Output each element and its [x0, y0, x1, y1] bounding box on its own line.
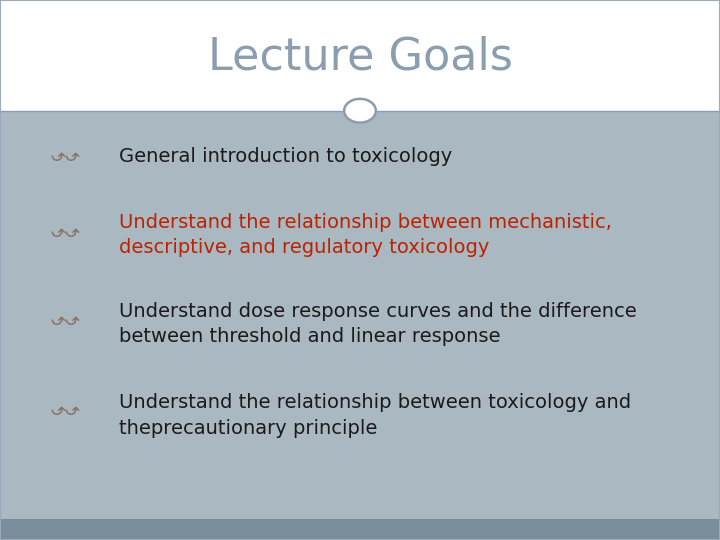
Text: ↶↶: ↶↶: [50, 219, 80, 237]
Bar: [0, 0, 720, 111]
Text: General introduction to toxicology: General introduction to toxicology: [119, 147, 452, 166]
Text: ↶↶: ↶↶: [50, 307, 80, 325]
Circle shape: [344, 99, 376, 123]
Text: Understand the relationship between toxicology and
theprecautionary principle: Understand the relationship between toxi…: [119, 394, 631, 438]
Text: ↶↶: ↶↶: [50, 397, 80, 415]
Text: ↶↶: ↶↶: [50, 143, 80, 161]
Text: Lecture Goals: Lecture Goals: [207, 35, 513, 78]
Text: Understand dose response curves and the difference
between threshold and linear : Understand dose response curves and the …: [119, 302, 636, 346]
Text: Understand the relationship between mechanistic,
descriptive, and regulatory tox: Understand the relationship between mech…: [119, 213, 612, 257]
Bar: [0, 519, 720, 540]
Bar: [0, 111, 720, 519]
